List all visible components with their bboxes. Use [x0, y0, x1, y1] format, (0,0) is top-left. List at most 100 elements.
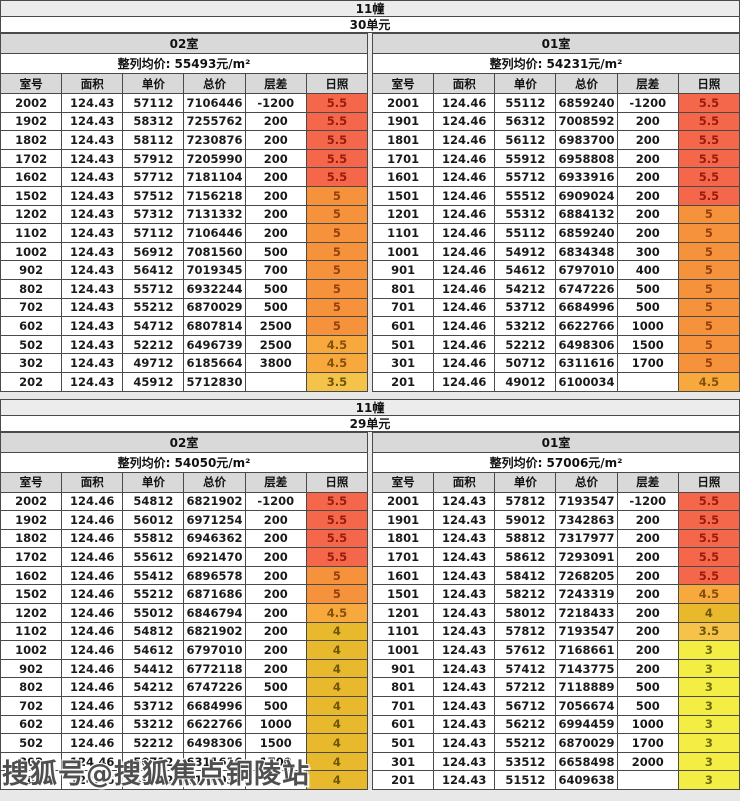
table-row: 1202 124.46 55012 6846794 200 4.5 — [0, 603, 369, 623]
cell-room-no: 901 — [371, 658, 435, 679]
cell-floor-diff: 200 — [616, 565, 679, 586]
cell-total-price: 6622766 — [555, 316, 618, 336]
column-header: 日照 — [677, 471, 740, 493]
cell-sunshine: 5.5 — [305, 111, 369, 132]
cell-unit-price: 57412 — [494, 658, 557, 679]
cell-room-no: 1201 — [371, 204, 435, 225]
cell-room-no: 1602 — [0, 167, 63, 187]
cell-total-price: 6772118 — [183, 658, 246, 679]
cell-total-price: 6859240 — [555, 223, 618, 243]
table-row: 1602 124.43 57712 7181104 200 5.5 — [0, 167, 369, 187]
cell-total-price: 6870029 — [183, 297, 246, 318]
column-header: 总价 — [183, 471, 246, 493]
table-row: 1101 124.43 57812 7193547 200 3.5 — [371, 621, 740, 642]
cell-sunshine: 5 — [677, 334, 740, 355]
cell-area: 124.46 — [61, 510, 124, 530]
cell-total-price: 6658498 — [555, 751, 618, 772]
cell-unit-price: 54612 — [494, 260, 557, 280]
cell-room-no: 1001 — [371, 640, 435, 660]
cell-area: 124.43 — [61, 353, 124, 373]
table-row: 802 124.43 55712 6932244 500 5 — [0, 278, 369, 299]
table-row: 1001 124.46 54912 6834348 300 5 — [371, 241, 740, 262]
cell-room-no: 1701 — [371, 148, 435, 169]
cell-area: 124.43 — [433, 640, 496, 660]
cell-room-no: 801 — [371, 677, 435, 698]
column-header: 总价 — [555, 471, 618, 493]
table-row: 1501 124.43 58212 7243319 200 4.5 — [371, 584, 740, 605]
cell-unit-price: 56312 — [494, 111, 557, 132]
column-header: 单价 — [122, 73, 185, 94]
cell-area: 124.43 — [61, 371, 124, 392]
table-row: 1702 124.46 55612 6921470 200 5.5 — [0, 547, 369, 567]
room-price-table: 01室 整列均价: 54231元/m² 室号 面积 单价 总价 层差 日照 2001 124.46… — [371, 33, 740, 392]
cell-unit-price: 49012 — [494, 371, 557, 392]
cell-room-no: 201 — [371, 770, 435, 790]
table-row: 501 124.46 52212 6498306 1500 5 — [371, 334, 740, 355]
cell-area: 124.43 — [61, 111, 124, 132]
cell-sunshine: 3.5 — [305, 371, 369, 392]
cell-area: 124.43 — [433, 751, 496, 772]
cell-total-price: 7056674 — [555, 696, 618, 716]
cell-room-no: 901 — [371, 260, 435, 280]
cell-sunshine: 5 — [305, 223, 369, 243]
cell-total-price: 6797010 — [183, 640, 246, 660]
cell-room-no: 702 — [0, 696, 63, 716]
column-header: 总价 — [183, 73, 246, 94]
cell-floor-diff: 200 — [244, 111, 307, 132]
cell-floor-diff: 500 — [616, 677, 679, 698]
table-row: 1201 124.43 58012 7218433 200 4 — [371, 603, 740, 623]
cell-unit-price: 57612 — [494, 640, 557, 660]
cell-room-no: 701 — [371, 696, 435, 716]
cell-unit-price: 58612 — [494, 547, 557, 567]
cell-total-price: 6932244 — [183, 278, 246, 299]
cell-floor-diff: 200 — [616, 547, 679, 567]
cell-unit-price: 54212 — [494, 278, 557, 299]
table-row: 1602 124.46 55412 6896578 200 5 — [0, 565, 369, 586]
column-header: 面积 — [61, 471, 124, 493]
cell-sunshine: 5 — [677, 316, 740, 336]
cell-floor-diff: -1200 — [244, 93, 307, 113]
table-row: 202 124.46 49012 6100034 4 — [0, 770, 369, 790]
table-row: 1002 124.46 54612 6797010 200 4 — [0, 640, 369, 660]
column-header: 日照 — [305, 73, 369, 94]
cell-sunshine: 5 — [305, 204, 369, 225]
table-row: 501 124.43 55212 6870029 1700 3 — [371, 733, 740, 753]
cell-floor-diff: 500 — [244, 241, 307, 262]
cell-unit-price: 53512 — [494, 751, 557, 772]
cell-total-price: 6933916 — [555, 167, 618, 187]
cell-floor-diff: 200 — [244, 185, 307, 206]
cell-sunshine: 4.5 — [677, 371, 740, 392]
cell-sunshine: 5 — [677, 241, 740, 262]
table-row: 1601 124.46 55712 6933916 200 5.5 — [371, 167, 740, 187]
cell-unit-price: 54812 — [122, 491, 185, 512]
cell-floor-diff: 200 — [616, 204, 679, 225]
cell-area: 124.46 — [433, 371, 496, 392]
cell-unit-price: 55412 — [122, 565, 185, 586]
column-header: 单价 — [494, 471, 557, 493]
cell-unit-price: 45912 — [122, 371, 185, 392]
cell-total-price: 7118889 — [555, 677, 618, 698]
cell-sunshine: 5 — [677, 353, 740, 373]
cell-floor-diff: 2500 — [244, 334, 307, 355]
cell-total-price: 7268205 — [555, 565, 618, 586]
table-row: 1502 124.46 55212 6871686 200 5 — [0, 584, 369, 605]
cell-total-price: 6498306 — [555, 334, 618, 355]
cell-unit-price: 49012 — [122, 770, 185, 790]
table-row: 1102 124.43 57112 7106446 200 5 — [0, 223, 369, 243]
cell-area: 124.43 — [61, 241, 124, 262]
cell-room-no: 1002 — [0, 241, 63, 262]
cell-total-price: 6684996 — [555, 297, 618, 318]
cell-total-price: 7106446 — [183, 223, 246, 243]
cell-sunshine: 4.5 — [305, 353, 369, 373]
cell-floor-diff — [244, 770, 307, 790]
cell-area: 124.46 — [433, 334, 496, 355]
cell-room-no: 502 — [0, 334, 63, 355]
cell-floor-diff: 200 — [616, 130, 679, 150]
cell-area: 124.43 — [61, 204, 124, 225]
cell-room-no: 501 — [371, 334, 435, 355]
column-header: 面积 — [61, 73, 124, 94]
cell-unit-price: 58012 — [494, 603, 557, 623]
cell-total-price: 6909024 — [555, 185, 618, 206]
table-row: 1501 124.46 55512 6909024 200 5.5 — [371, 185, 740, 206]
cell-room-no: 1702 — [0, 148, 63, 169]
